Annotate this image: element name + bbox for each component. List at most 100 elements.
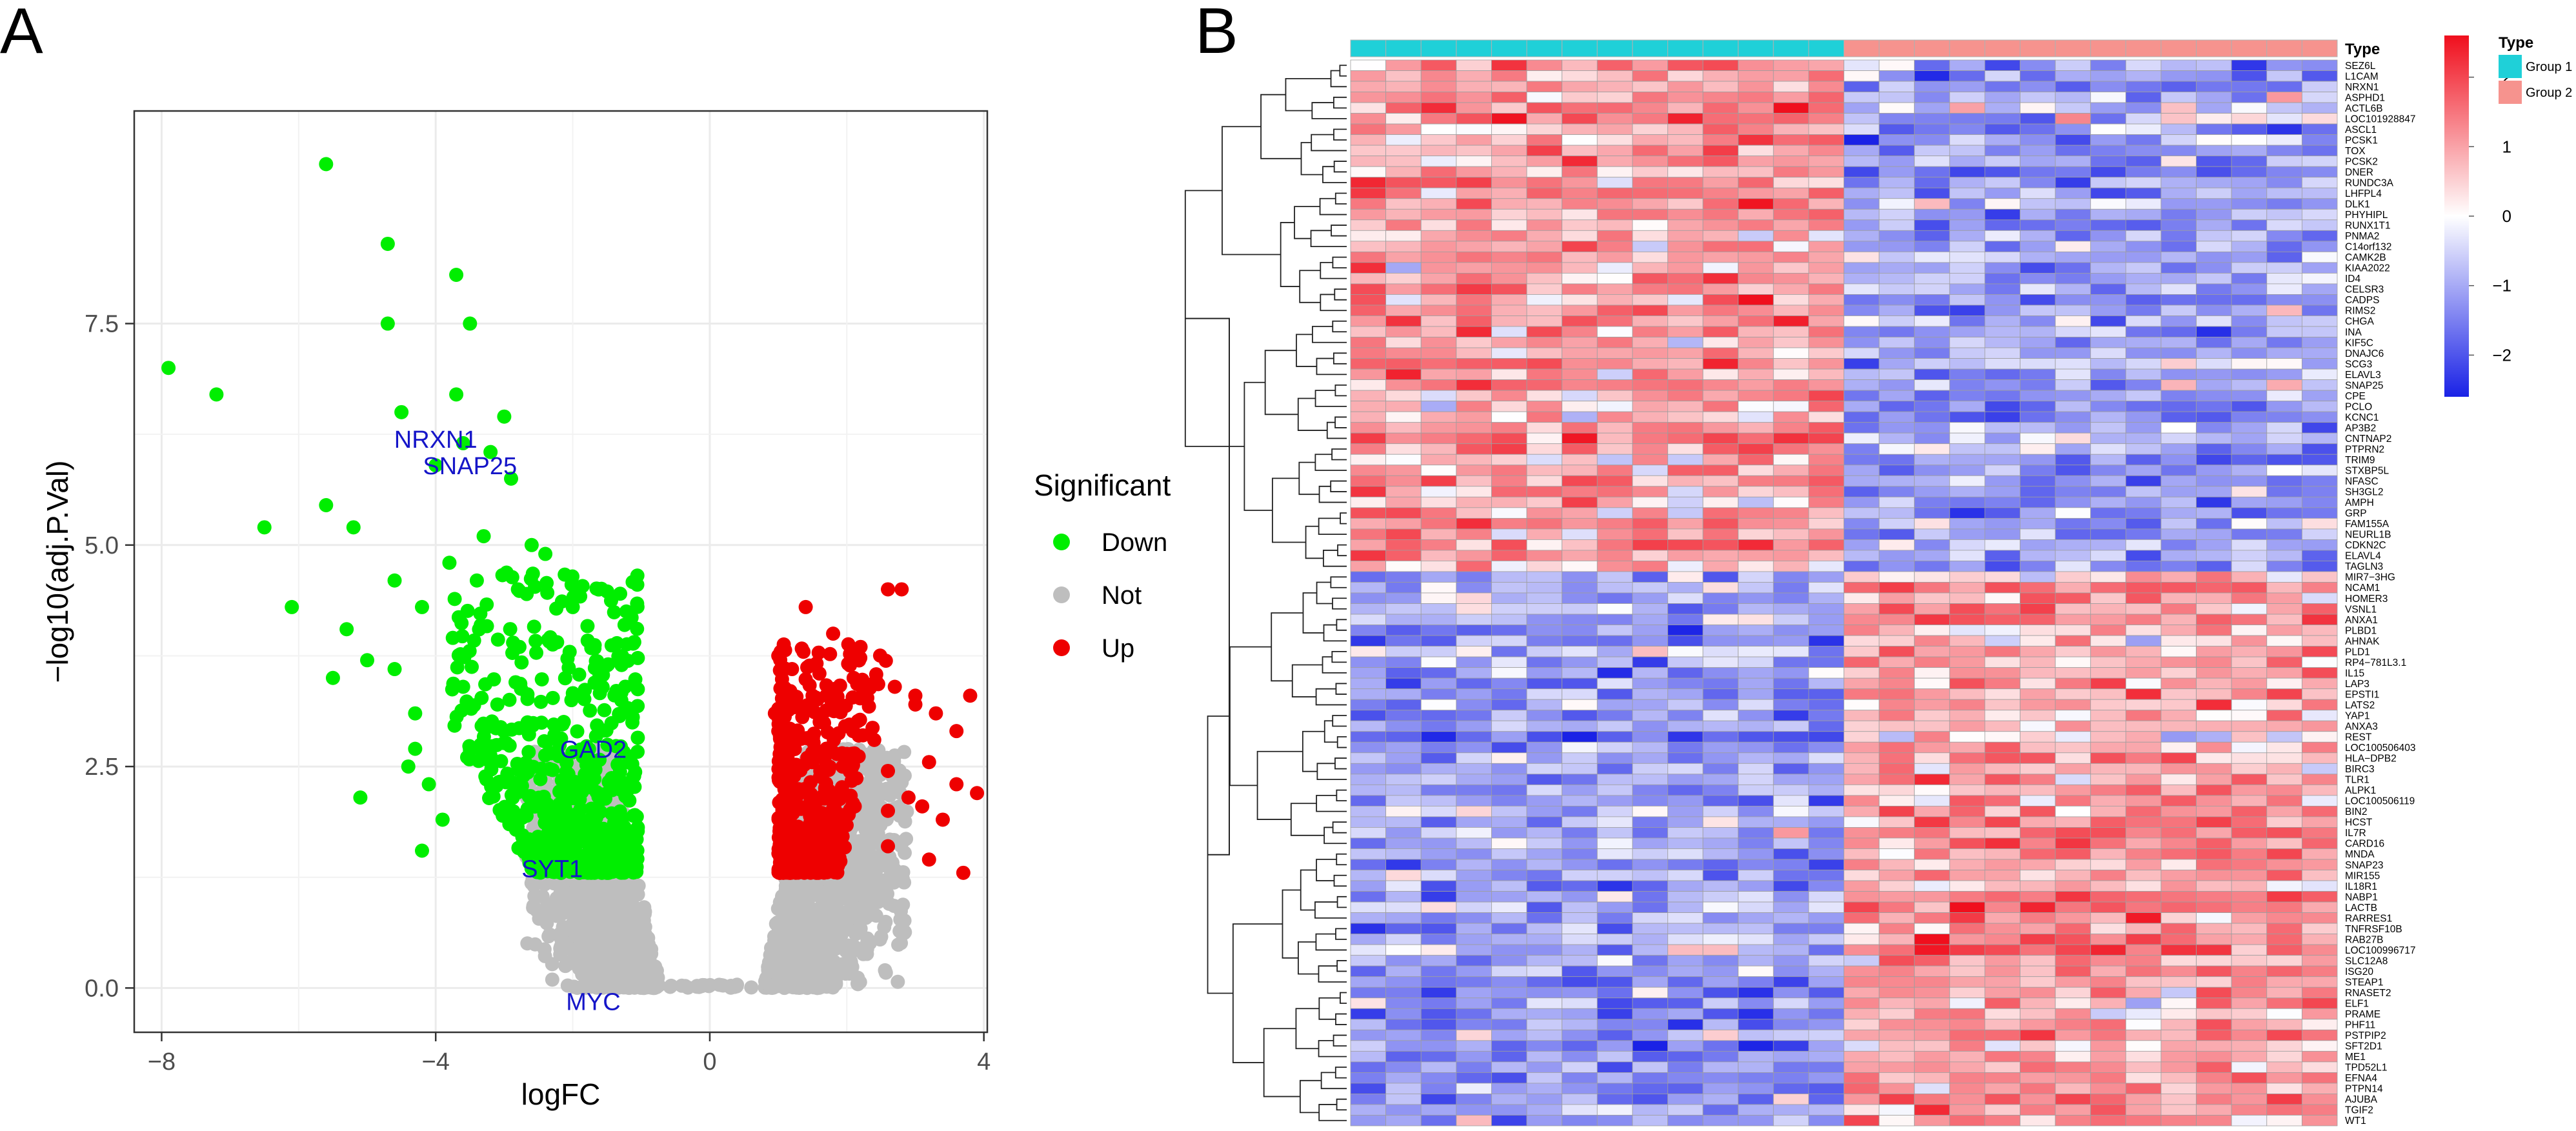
- up-point: [794, 641, 809, 656]
- down-point: [453, 646, 468, 661]
- heatmap-cell: [2090, 230, 2126, 242]
- heatmap-cell: [1984, 123, 2020, 135]
- heatmap-cell: [1878, 59, 1915, 71]
- heatmap-cell: [2055, 113, 2091, 125]
- heatmap-cell: [1385, 326, 1422, 337]
- heatmap-cell: [2196, 294, 2232, 306]
- heatmap-cell: [2020, 528, 2056, 540]
- heatmap-cell: [1808, 92, 1844, 103]
- up-point: [935, 812, 950, 827]
- heatmap-cell: [1420, 539, 1457, 551]
- heatmap-cell: [2160, 475, 2197, 487]
- heatmap-cell: [1385, 208, 1422, 221]
- heatmap-cell: [1878, 571, 1915, 583]
- heatmap-cell: [2160, 496, 2197, 508]
- down-point: [325, 670, 340, 685]
- heatmap-cell: [1844, 123, 1880, 135]
- down-point: [612, 708, 627, 723]
- down-point: [606, 859, 621, 874]
- heatmap-cell: [1949, 411, 1986, 423]
- not-significant-point: [842, 966, 857, 981]
- heatmap-cell: [1420, 422, 1457, 434]
- not-significant-point: [776, 961, 791, 976]
- heatmap-cell: [2301, 379, 2338, 391]
- heatmap-cell: [1350, 262, 1387, 274]
- heatmap-cell: [1456, 198, 1492, 210]
- heatmap-cell: [1949, 539, 1986, 551]
- heatmap-cell: [1667, 283, 1704, 295]
- heatmap-cell: [2125, 454, 2162, 466]
- heatmap-cell: [2020, 379, 2056, 391]
- heatmap-cell: [1632, 198, 1668, 210]
- heatmap-cell: [1914, 432, 1950, 445]
- heatmap-cell: [2090, 507, 2126, 519]
- heatmap-cell: [1773, 283, 1809, 295]
- heatmap-cell: [1632, 113, 1668, 125]
- heatmap-cell: [2055, 155, 2091, 167]
- heatmap-cell: [2196, 465, 2232, 476]
- heatmap-cell: [1350, 326, 1387, 337]
- heatmap-cell: [1914, 198, 1950, 210]
- heatmap-cell: [1808, 347, 1844, 359]
- heatmap-cell: [1456, 305, 1492, 316]
- heatmap-cell: [2020, 571, 2056, 583]
- heatmap-cell: [1738, 145, 1774, 157]
- heatmap-cell: [2125, 603, 2162, 615]
- heatmap-cell: [1914, 486, 1950, 497]
- heatmap-cell: [1667, 337, 1704, 348]
- heatmap-cell: [1949, 219, 1986, 231]
- up-point: [834, 790, 849, 805]
- heatmap-cell: [2196, 102, 2232, 114]
- heatmap-cell: [1491, 230, 1527, 242]
- heatmap-cell: [1491, 315, 1527, 327]
- volcano-legend-title: Significant: [1034, 468, 1171, 502]
- heatmap-cell: [1914, 123, 1950, 135]
- heatmap-cell: [1984, 561, 2020, 572]
- dendrogram-branch: [1323, 720, 1338, 743]
- heatmap-cell: [1667, 390, 1704, 402]
- heatmap-cell: [1632, 507, 1668, 519]
- heatmap-cell: [1773, 486, 1809, 497]
- dendrogram-branch: [1334, 192, 1347, 205]
- down-point: [462, 739, 477, 754]
- heatmap-cell: [2301, 230, 2338, 242]
- up-point: [803, 817, 818, 832]
- down-point: [504, 788, 519, 803]
- heatmap-cell: [1632, 92, 1668, 103]
- heatmap-cell: [2020, 582, 2056, 594]
- heatmap-cell: [1632, 528, 1668, 540]
- dendrogram-branch: [1294, 206, 1320, 239]
- heatmap-cell: [1350, 368, 1387, 381]
- dendrogram-branch: [1340, 992, 1347, 1004]
- heatmap-cell: [1491, 496, 1527, 508]
- heatmap-cell: [2125, 432, 2162, 445]
- heatmap-cell: [1984, 177, 2020, 188]
- heatmap-cell: [1562, 528, 1598, 540]
- heatmap-cell: [1385, 145, 1422, 157]
- dendrogram-branch: [1337, 544, 1347, 557]
- heatmap-cell: [1385, 592, 1422, 604]
- heatmap-cell: [1878, 475, 1915, 487]
- heatmap-cell: [1844, 155, 1880, 167]
- heatmap-cell: [1702, 347, 1739, 359]
- down-point: [580, 633, 595, 648]
- heatmap-cell: [1385, 337, 1422, 348]
- heatmap-cell: [2055, 134, 2091, 146]
- heatmap-cell: [1702, 251, 1739, 263]
- heatmap-cell: [2090, 517, 2126, 530]
- heatmap-cell: [1385, 614, 1422, 625]
- heatmap-cell: [2231, 528, 2268, 540]
- gene-label: SNAP25: [423, 453, 517, 480]
- heatmap-cell: [2266, 198, 2302, 210]
- heatmap-cell: [1420, 187, 1457, 199]
- heatmap-cell: [2301, 198, 2338, 210]
- heatmap-cell: [2125, 390, 2162, 402]
- heatmap-cell: [2055, 59, 2091, 71]
- heatmap-cell: [2266, 422, 2302, 434]
- heatmap-cell: [2055, 315, 2091, 327]
- heatmap-cell: [1878, 70, 1915, 82]
- heatmap-cell: [1456, 368, 1492, 381]
- heatmap-cell: [1738, 603, 1774, 615]
- heatmap-cell: [2055, 283, 2091, 295]
- not-significant-point: [570, 914, 585, 929]
